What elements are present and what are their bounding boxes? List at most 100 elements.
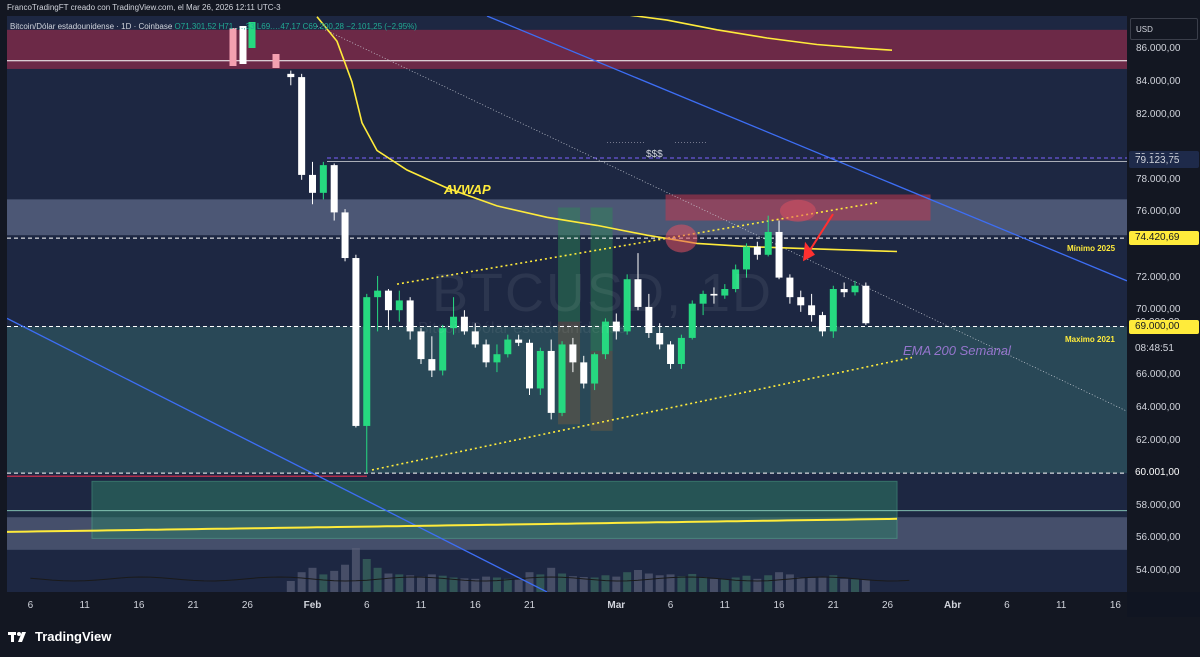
volume-bar [547, 567, 556, 592]
volume-bar [709, 578, 718, 592]
currency-box[interactable] [1130, 18, 1198, 40]
tradingview-logo-icon [8, 631, 26, 642]
minimo-label: Mínimo 2025 [1067, 244, 1116, 253]
candle-body [829, 289, 837, 332]
volume-bar [427, 574, 436, 592]
volume-bar [666, 574, 675, 592]
time-tick-label: 6 [1004, 600, 1010, 611]
avwap-line [316, 16, 898, 253]
chart-pane[interactable] [7, 16, 1127, 592]
candle-body [248, 22, 256, 48]
volume-bar [286, 581, 295, 592]
candle-body [352, 258, 360, 426]
candle-body [229, 28, 237, 66]
candle-body [536, 350, 544, 389]
candle-body [612, 321, 620, 332]
candle-body [287, 73, 295, 78]
volume-bar [579, 577, 588, 592]
volume-bar [720, 579, 729, 592]
volume-bar [373, 567, 382, 592]
candle-body [406, 300, 414, 332]
volume-bar [861, 579, 870, 592]
price-tick-label: 58.000,00 [1136, 499, 1181, 511]
candle-body [395, 300, 403, 311]
channel-lower [371, 356, 913, 471]
time-tick-label: 21 [827, 600, 839, 611]
candle-body [818, 315, 826, 332]
candle-body [623, 279, 631, 332]
candle-body [634, 279, 642, 307]
time-tick-label: 16 [133, 600, 145, 611]
candle-body [732, 269, 740, 290]
candle-body [298, 77, 306, 175]
ema-200-line [7, 517, 898, 533]
price-tick-label: 70.000,00 [1136, 304, 1181, 316]
tradingview-logo[interactable]: TradingView [8, 629, 111, 644]
top-bar: FrancoTradingFT creado con TradingView.c… [0, 0, 1200, 16]
candle-body [688, 303, 696, 338]
candle-body [580, 362, 588, 384]
volume-bar [297, 572, 306, 592]
volume-bar [438, 575, 447, 592]
volume-bar [623, 572, 632, 592]
avwap-upper-line [629, 16, 893, 51]
price-badge: 60.001,00 [1129, 466, 1199, 481]
time-axis[interactable] [7, 592, 1127, 617]
supply-zone [7, 199, 1127, 236]
candle-body [862, 285, 870, 324]
candle-body [764, 231, 772, 255]
candle-body [699, 293, 707, 304]
volume-bar [644, 573, 653, 592]
price-tick-label: 84.000,00 [1136, 76, 1181, 87]
symbol-name: Bitcoin/Dólar estadounidense · 1D · Coin… [10, 22, 173, 31]
candle-body [591, 354, 599, 384]
candle-body [239, 26, 247, 64]
price-badge: 69.000,00 [1129, 319, 1199, 334]
time-tick-label: Feb [303, 600, 322, 611]
candle-body [601, 321, 609, 355]
volume-bar [731, 577, 740, 592]
description-watermark: Bitcoin/Dólar estadounidense [418, 320, 627, 337]
time-tick-label: 26 [881, 600, 894, 611]
candle-body [439, 328, 447, 371]
candle-body [775, 231, 783, 278]
candle-body [493, 354, 501, 363]
publisher-line: FrancoTradingFT creado con TradingView.c… [7, 3, 281, 12]
candle-body [721, 289, 729, 296]
candle-body [851, 285, 859, 293]
time-tick-label: Mar [607, 600, 626, 611]
volume-bar [406, 575, 415, 592]
currency-label[interactable]: USD [1136, 25, 1153, 34]
volume-bar [840, 578, 849, 592]
ohlc-values: O71.301,52 H71.…,33 L69.…47,17 C69.200,2… [174, 22, 417, 31]
downtrend-line [486, 16, 1127, 282]
price-tick-label: 76.000,00 [1136, 206, 1181, 218]
candle-body [547, 350, 555, 413]
volume-bar [568, 576, 577, 592]
candle-body [384, 290, 392, 311]
volume-bar [742, 575, 751, 592]
rejection-circle [779, 199, 816, 222]
volume-bar [601, 575, 610, 592]
candle-body [309, 174, 316, 193]
chart-canvas[interactable] [7, 16, 1127, 592]
price-axis[interactable] [1127, 16, 1200, 592]
volume-ma [30, 576, 910, 582]
rejection-circle [665, 224, 698, 253]
footer: TradingView [0, 617, 1200, 657]
diagonal-dotted-line [316, 25, 1127, 412]
price-tick-label: 62.000,00 [1136, 434, 1181, 446]
bar-countdown: 08:48:51 [1129, 343, 1199, 354]
volume-bar [699, 577, 708, 592]
symbol-legend[interactable]: Bitcoin/Dólar estadounidense · 1D · Coin… [10, 22, 417, 31]
candle-body [808, 305, 816, 316]
volume-bar [514, 579, 523, 592]
price-badge: 74.420,69 [1129, 231, 1199, 246]
symbol-watermark: BTCUSD, 1D [432, 263, 774, 323]
ema-label: EMA 200 Semanal [903, 343, 1011, 358]
time-tick-label: 11 [1055, 600, 1067, 611]
candle-body [677, 337, 685, 364]
volume-bar [677, 576, 686, 592]
volume-bar [351, 548, 360, 592]
